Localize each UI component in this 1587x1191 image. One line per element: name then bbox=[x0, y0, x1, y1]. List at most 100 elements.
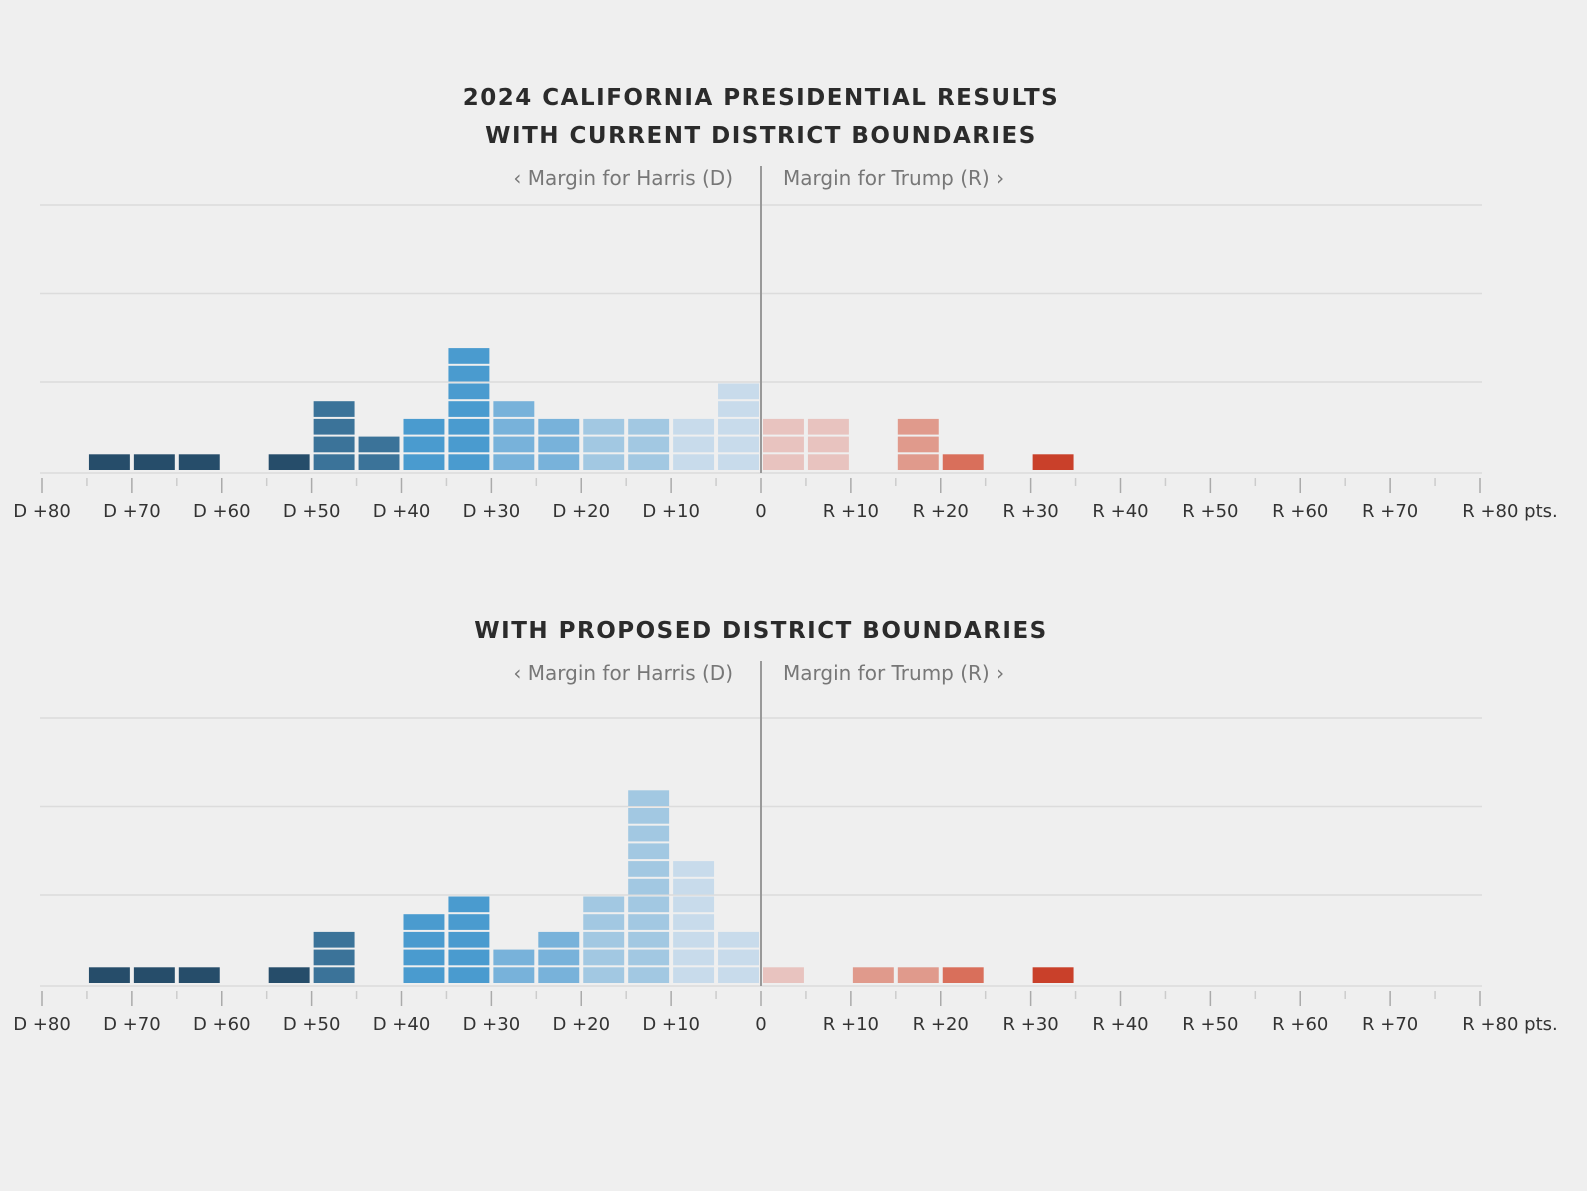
district-block bbox=[583, 896, 625, 913]
district-block bbox=[538, 931, 580, 948]
district-block bbox=[493, 436, 535, 453]
district-block bbox=[538, 967, 580, 983]
district-block bbox=[942, 454, 984, 470]
chart-title: WITH PROPOSED DISTRICT BOUNDARIES bbox=[474, 618, 1047, 644]
x-tick-label: D +30 bbox=[463, 1014, 521, 1035]
x-tick-label: R +20 bbox=[913, 501, 969, 522]
chart-title: 2024 CALIFORNIA PRESIDENTIAL RESULTS bbox=[463, 85, 1059, 111]
x-tick-label: R +50 bbox=[1182, 501, 1238, 522]
district-block bbox=[313, 967, 355, 983]
district-block bbox=[763, 418, 804, 435]
district-block bbox=[763, 454, 804, 470]
district-block bbox=[628, 825, 670, 842]
x-tick-label: R +60 bbox=[1272, 501, 1328, 522]
x-tick-label: R +30 bbox=[1003, 1014, 1059, 1035]
district-block bbox=[807, 454, 849, 470]
district-block bbox=[178, 967, 220, 983]
district-block bbox=[673, 896, 715, 913]
district-block bbox=[493, 454, 535, 470]
district-block bbox=[493, 967, 535, 983]
district-block bbox=[448, 896, 490, 913]
district-block bbox=[628, 931, 670, 948]
district-block bbox=[942, 967, 984, 983]
district-block bbox=[403, 914, 445, 930]
district-block bbox=[718, 967, 759, 983]
x-tick-label: D +10 bbox=[642, 501, 700, 522]
district-block bbox=[718, 418, 759, 435]
district-block bbox=[448, 914, 490, 930]
district-block bbox=[673, 878, 715, 895]
district-block bbox=[583, 949, 625, 966]
x-tick-label: D +80 bbox=[13, 1014, 71, 1035]
x-tick-label: D +70 bbox=[103, 1014, 161, 1035]
district-block bbox=[1032, 454, 1074, 470]
left-direction-label: ‹ Margin for Harris (D) bbox=[513, 661, 733, 685]
district-block bbox=[897, 436, 939, 453]
district-block bbox=[538, 418, 580, 435]
district-block bbox=[583, 418, 625, 435]
district-block bbox=[403, 931, 445, 948]
district-block bbox=[1032, 967, 1074, 983]
district-block bbox=[538, 949, 580, 966]
district-block bbox=[268, 454, 310, 470]
x-tick-label: R +60 bbox=[1272, 1014, 1328, 1035]
x-tick-label: R +40 bbox=[1092, 501, 1148, 522]
district-block bbox=[583, 967, 625, 983]
x-tick-label: D +30 bbox=[463, 501, 521, 522]
x-tick-label: D +20 bbox=[552, 501, 610, 522]
district-block bbox=[358, 436, 400, 453]
district-block bbox=[313, 931, 355, 948]
district-block bbox=[628, 896, 670, 913]
district-block bbox=[88, 967, 130, 983]
district-block bbox=[583, 931, 625, 948]
district-block bbox=[628, 843, 670, 860]
district-block bbox=[718, 436, 759, 453]
x-tick-label: R +20 bbox=[913, 1014, 969, 1035]
district-block bbox=[807, 436, 849, 453]
district-block bbox=[448, 365, 490, 382]
district-block bbox=[852, 967, 894, 983]
district-block bbox=[493, 949, 535, 966]
district-block bbox=[897, 967, 939, 983]
district-block bbox=[268, 967, 310, 983]
district-block bbox=[448, 436, 490, 453]
district-block bbox=[718, 383, 759, 400]
district-block bbox=[583, 436, 625, 453]
district-block bbox=[448, 931, 490, 948]
x-tick-label: R +70 bbox=[1362, 1014, 1418, 1035]
district-block bbox=[628, 418, 670, 435]
district-block bbox=[133, 454, 175, 470]
district-block bbox=[313, 949, 355, 966]
district-block bbox=[763, 436, 804, 453]
district-block bbox=[313, 454, 355, 470]
x-tick-label: R +70 bbox=[1362, 501, 1418, 522]
x-tick-label: 0 bbox=[755, 501, 766, 522]
x-tick-label: R +40 bbox=[1092, 1014, 1148, 1035]
x-tick-label: R +80 pts. bbox=[1462, 1014, 1558, 1035]
district-block bbox=[673, 949, 715, 966]
district-block bbox=[897, 418, 939, 435]
x-tick-label: D +40 bbox=[373, 501, 431, 522]
district-block bbox=[628, 790, 670, 806]
district-block bbox=[448, 401, 490, 417]
district-block bbox=[448, 348, 490, 364]
district-block bbox=[448, 967, 490, 983]
district-block bbox=[133, 967, 175, 983]
district-block bbox=[673, 914, 715, 930]
district-block bbox=[763, 967, 804, 983]
x-tick-label: 0 bbox=[755, 1014, 766, 1035]
district-block bbox=[403, 949, 445, 966]
district-block bbox=[538, 436, 580, 453]
chart-title: WITH CURRENT DISTRICT BOUNDARIES bbox=[485, 123, 1037, 149]
district-block bbox=[673, 436, 715, 453]
district-block bbox=[448, 418, 490, 435]
district-block bbox=[628, 949, 670, 966]
x-tick-label: D +60 bbox=[193, 501, 251, 522]
district-block bbox=[358, 454, 400, 470]
district-block bbox=[403, 418, 445, 435]
district-block bbox=[403, 454, 445, 470]
district-block bbox=[583, 914, 625, 930]
district-block bbox=[628, 967, 670, 983]
x-tick-label: D +50 bbox=[283, 501, 341, 522]
